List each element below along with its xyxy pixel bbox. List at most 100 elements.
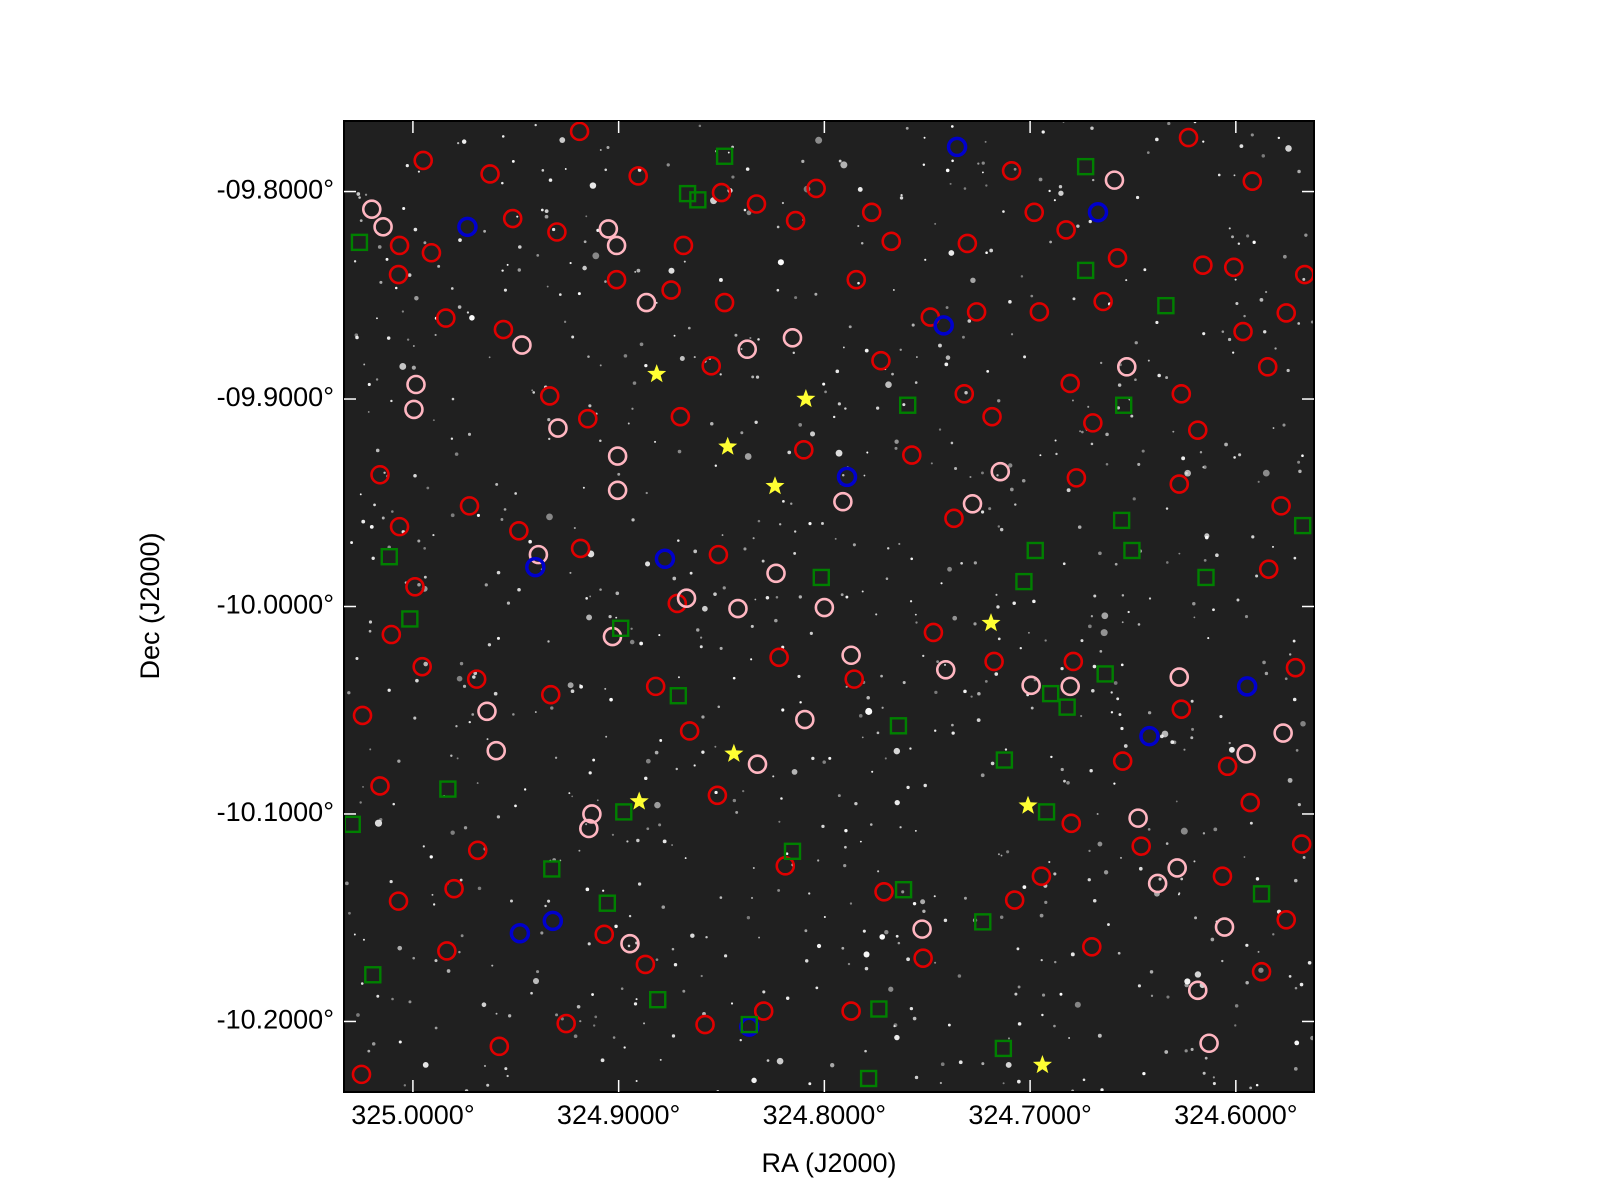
marker-square bbox=[994, 1039, 1013, 1058]
field-star bbox=[1105, 462, 1109, 466]
field-star bbox=[1044, 900, 1048, 904]
field-star bbox=[484, 583, 488, 587]
field-star bbox=[1082, 1078, 1086, 1082]
field-star bbox=[940, 1062, 945, 1067]
field-star bbox=[507, 1014, 512, 1018]
field-star bbox=[696, 628, 700, 632]
field-star bbox=[732, 676, 736, 680]
field-star bbox=[677, 539, 680, 542]
field-star bbox=[835, 449, 843, 457]
field-star bbox=[458, 950, 461, 954]
field-star bbox=[570, 689, 575, 694]
field-star bbox=[645, 561, 651, 567]
field-star bbox=[414, 295, 419, 301]
marker-circle bbox=[436, 308, 456, 328]
marker-circle bbox=[1024, 202, 1045, 223]
field-star bbox=[1193, 616, 1196, 619]
field-star bbox=[1132, 497, 1136, 501]
marker-square bbox=[1037, 803, 1056, 821]
field-star bbox=[1298, 469, 1302, 474]
marker-circle bbox=[753, 1001, 774, 1021]
field-star bbox=[1203, 465, 1207, 470]
field-star bbox=[354, 333, 359, 337]
field-star bbox=[487, 643, 492, 647]
field-star bbox=[950, 441, 954, 445]
field-star bbox=[1150, 994, 1154, 997]
marker-circle bbox=[795, 709, 815, 730]
marker-circle bbox=[1029, 302, 1050, 322]
marker-circle bbox=[806, 178, 826, 199]
field-star bbox=[1113, 782, 1116, 785]
marker-circle bbox=[861, 202, 882, 223]
field-star bbox=[547, 418, 551, 422]
field-star bbox=[830, 1062, 835, 1068]
field-star bbox=[766, 1059, 770, 1062]
field-star bbox=[677, 449, 682, 454]
field-star bbox=[541, 169, 545, 172]
marker-square bbox=[1197, 568, 1215, 587]
field-star bbox=[1180, 877, 1184, 881]
field-star bbox=[1092, 664, 1097, 669]
field-star bbox=[848, 325, 852, 329]
field-star bbox=[1072, 297, 1076, 301]
field-star bbox=[1257, 480, 1260, 483]
marker-circle bbox=[1082, 936, 1102, 957]
field-star bbox=[504, 1067, 508, 1071]
field-star bbox=[673, 334, 676, 337]
field-star bbox=[455, 725, 458, 728]
field-star bbox=[1233, 456, 1236, 459]
x-tick-label: 324.9000° bbox=[557, 1100, 680, 1130]
field-star bbox=[943, 918, 948, 923]
field-star bbox=[1147, 359, 1150, 362]
y-axis-label: Dec (J2000) bbox=[135, 532, 165, 679]
field-star bbox=[1089, 769, 1093, 773]
marker-square bbox=[894, 881, 913, 899]
marker-circle bbox=[1273, 723, 1293, 743]
field-star bbox=[503, 508, 507, 511]
marker-circle bbox=[548, 418, 568, 438]
field-star bbox=[1181, 456, 1186, 461]
field-star bbox=[876, 406, 880, 410]
field-star bbox=[973, 622, 977, 626]
marker-circle bbox=[946, 136, 968, 158]
field-star bbox=[585, 887, 590, 892]
marker-circle bbox=[421, 242, 442, 263]
field-star bbox=[495, 1012, 498, 1015]
field-star bbox=[594, 1015, 598, 1019]
field-star bbox=[1202, 140, 1205, 143]
field-star bbox=[914, 1075, 919, 1080]
marker-square bbox=[812, 568, 830, 587]
field-star bbox=[547, 640, 550, 643]
x-tick-label: 324.7000° bbox=[968, 1100, 1091, 1130]
field-star bbox=[808, 892, 811, 895]
field-star bbox=[1304, 233, 1308, 237]
field-star bbox=[842, 346, 845, 349]
field-star bbox=[417, 539, 421, 543]
field-star bbox=[376, 317, 378, 320]
field-star bbox=[517, 587, 521, 592]
field-star bbox=[1215, 553, 1219, 558]
field-star bbox=[605, 735, 608, 738]
field-star bbox=[596, 799, 599, 802]
field-star bbox=[822, 382, 826, 386]
field-star bbox=[1088, 849, 1091, 853]
field-star bbox=[1217, 173, 1221, 177]
field-star bbox=[407, 273, 412, 277]
field-star bbox=[599, 364, 602, 367]
marker-circle bbox=[556, 1013, 576, 1034]
field-star bbox=[900, 193, 903, 197]
field-star bbox=[1013, 167, 1017, 171]
field-star bbox=[639, 342, 644, 347]
field-star bbox=[952, 615, 958, 621]
field-star bbox=[476, 513, 481, 517]
field-star bbox=[1207, 637, 1210, 640]
field-star bbox=[1054, 960, 1057, 964]
field-star bbox=[1137, 984, 1141, 988]
field-star bbox=[1127, 610, 1130, 614]
field-star bbox=[1041, 993, 1046, 997]
field-star bbox=[985, 251, 988, 255]
marker-square bbox=[1115, 396, 1133, 414]
field-star bbox=[997, 399, 1001, 403]
field-star bbox=[406, 338, 410, 341]
field-star bbox=[947, 1023, 951, 1027]
